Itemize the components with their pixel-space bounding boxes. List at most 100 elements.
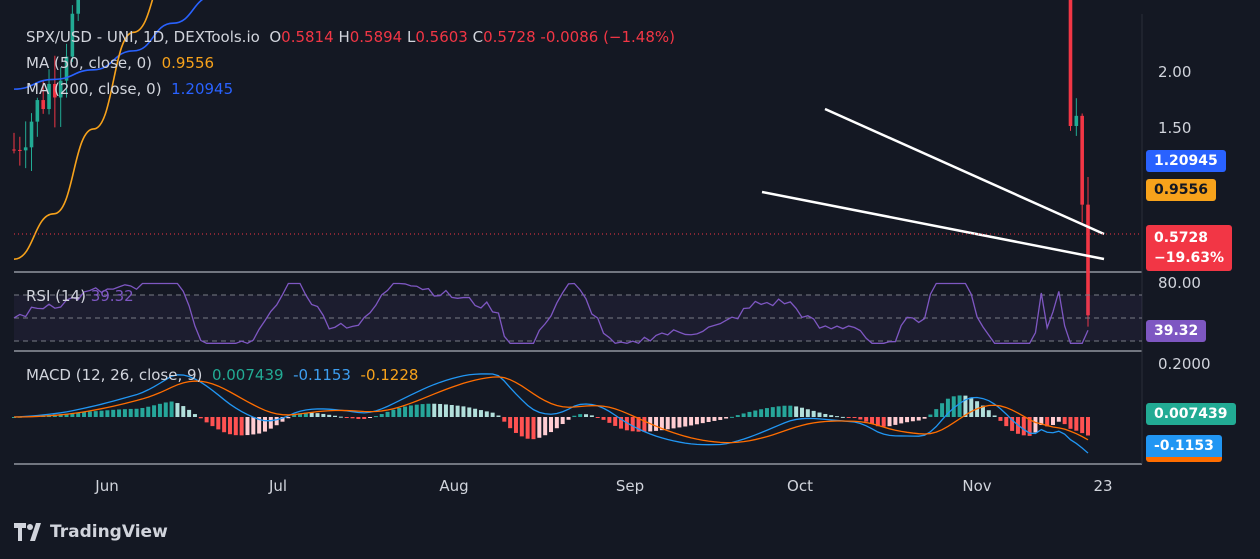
macd-histogram-bar	[700, 417, 705, 424]
macd-histogram-bar	[764, 408, 769, 417]
macd-histogram-bar	[12, 417, 16, 418]
macd-histogram-bar	[140, 407, 145, 417]
macd-histogram-bar	[718, 417, 723, 420]
macd-histogram-bar	[835, 416, 840, 418]
ma50-label: MA (50, close, 0)	[26, 54, 153, 72]
macd-histogram-bar	[496, 415, 501, 417]
macd-histogram-bar	[969, 397, 974, 417]
macd-histogram-bar	[432, 403, 437, 417]
macd-histogram-bar	[951, 396, 956, 417]
close-value: 0.5728	[483, 28, 536, 46]
macd-histogram-bar	[245, 417, 250, 436]
macd-histogram-bar	[461, 406, 466, 417]
macd-histogram-bar	[992, 415, 997, 417]
macd-histogram-bar	[1004, 417, 1009, 427]
rsi-legend[interactable]: RSI (14) 39.32	[26, 287, 134, 305]
macd-histogram-bar	[893, 417, 898, 425]
macd-histogram-bar	[642, 417, 647, 432]
ma200-price-tag: 1.20945	[1146, 150, 1226, 172]
macd-histogram-bar	[788, 405, 793, 417]
macd-legend-value: 0.007439	[211, 366, 284, 384]
macd-histogram-bar	[350, 417, 355, 419]
macd-histogram-bar	[122, 409, 127, 417]
macd-histogram-bar	[210, 417, 215, 427]
macd-histogram-bar	[280, 417, 285, 422]
macd-histogram-bar	[986, 410, 991, 417]
macd-histogram-bar	[549, 417, 553, 433]
candle-body	[12, 149, 16, 151]
macd-histogram-bar	[776, 406, 781, 417]
macd-histogram-bar	[298, 413, 303, 417]
macd-histogram-bar	[940, 403, 945, 417]
macd-histogram-bar	[817, 412, 822, 417]
macd-histogram-bar	[1045, 417, 1050, 427]
macd-histogram-bar	[438, 403, 443, 417]
macd-histogram-bar	[99, 410, 104, 417]
macd-histogram-bar	[531, 417, 536, 440]
macd-histogram-bar	[420, 404, 425, 417]
macd-histogram-bar	[881, 417, 886, 427]
ma50-legend[interactable]: MA (50, close, 0) 0.9556	[26, 54, 214, 72]
macd-histogram-bar	[852, 417, 857, 419]
macd-histogram-bar	[636, 417, 641, 432]
macd-histogram-bar	[286, 417, 291, 419]
macd-histogram-bar	[805, 409, 810, 417]
macd-histogram-bar	[169, 401, 174, 417]
macd-histogram-bar	[694, 417, 699, 425]
x-label-23: 23	[1093, 477, 1113, 495]
ma200-legend[interactable]: MA (200, close, 0) 1.20945	[26, 80, 233, 98]
macd-histogram-bar	[887, 417, 892, 427]
macd-histogram-bar	[945, 398, 950, 417]
macd-histogram-bar	[257, 417, 262, 434]
macd-histogram-bar	[840, 416, 845, 418]
macd-histogram-bar	[403, 406, 408, 417]
macd-legend[interactable]: MACD (12, 26, close, 9) 0.007439 -0.1153…	[26, 366, 418, 384]
macd-histogram-bar	[630, 417, 635, 432]
macd-histogram-bar	[490, 412, 495, 417]
macd-histogram-bar	[163, 402, 168, 417]
change-value: -0.0086 (−1.48%)	[540, 28, 675, 46]
macd-histogram-bar	[980, 405, 985, 417]
signal-legend-value: -0.1153	[293, 366, 351, 384]
macd-histogram-bar	[689, 417, 694, 426]
rsi-legend-value: 39.32	[90, 287, 134, 305]
macd-histogram-bar	[373, 416, 378, 418]
wedge-lower-trendline	[761, 190, 1105, 261]
ohlc-legend: SPX/USD - UNI, 1D, DEXTools.io O0.5814 H…	[26, 28, 675, 46]
macd-histogram-bar	[957, 395, 962, 417]
macd-histogram-bar	[443, 404, 448, 417]
candle-body	[41, 100, 45, 110]
rsi-label: RSI (14)	[26, 287, 86, 305]
tradingview-logo[interactable]: TradingView	[14, 522, 168, 542]
candle-body	[29, 121, 34, 148]
x-label-oct: Oct	[787, 477, 813, 495]
macd-histogram-bar	[368, 417, 373, 418]
macd-histogram-bar	[134, 408, 139, 417]
macd-histogram-bar	[87, 411, 92, 417]
macd-histogram-bar	[753, 410, 758, 417]
macd-histogram-bar	[899, 417, 904, 424]
macd-histogram-bar	[683, 417, 688, 427]
symbol-title[interactable]: SPX/USD - UNI, 1D, DEXTools.io	[26, 28, 260, 46]
macd-histogram-bar	[251, 417, 256, 435]
macd-histogram-bar	[724, 417, 729, 419]
macd-histogram-bar	[589, 415, 594, 417]
macd-histogram-bar	[233, 417, 238, 436]
ma200-line	[13, 0, 204, 90]
macd-histogram-bar	[379, 414, 384, 417]
macd-histogram-bar	[315, 413, 320, 417]
macd-histogram-bar	[560, 417, 565, 425]
macd-histogram-bar	[105, 410, 110, 417]
x-label-sep: Sep	[615, 477, 645, 495]
macd-histogram-bar	[292, 415, 297, 417]
macd-histogram-bar	[671, 417, 676, 429]
macd-histogram-bar	[910, 417, 915, 422]
candle-body	[1068, 0, 1073, 126]
macd-histogram-bar	[1050, 417, 1055, 426]
macd-histogram-bar	[455, 405, 460, 417]
macd-line	[13, 373, 1089, 454]
macd-histogram-bar	[554, 417, 559, 429]
macd-histogram-bar	[1027, 417, 1032, 436]
macd-histogram-bar	[846, 417, 851, 418]
